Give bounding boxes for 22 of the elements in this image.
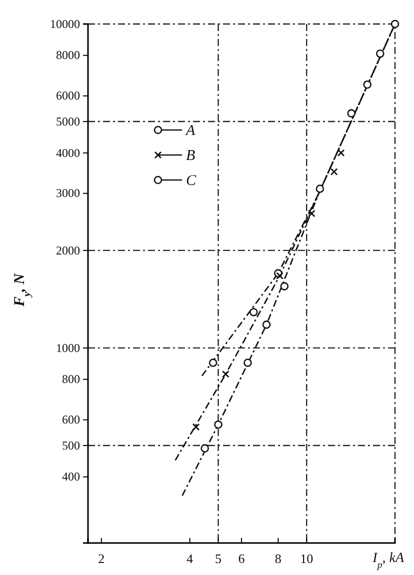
x-tick-label: 8 <box>274 550 282 566</box>
legend-label: A <box>185 123 196 139</box>
x-tick-label: 6 <box>238 550 246 566</box>
y-tick-label: 600 <box>62 412 80 427</box>
y-tick-label: 500 <box>62 438 80 452</box>
x-tick-label: 10 <box>300 550 314 566</box>
x-axis-title: I$_{p}$, kA <box>372 551 404 570</box>
y-tick-label: 400 <box>62 470 80 484</box>
y-tick-label: 10000 <box>50 16 80 31</box>
x-tick-label: 4 <box>186 550 194 566</box>
x-tick-label: 5 <box>215 550 222 566</box>
y-tick-label: 6000 <box>56 88 80 103</box>
y-tick-label: 2000 <box>56 243 80 258</box>
y-tick-label: 1000 <box>56 340 80 355</box>
legend-label: C <box>186 173 197 189</box>
y-tick-label: 4000 <box>56 146 80 160</box>
y-tick-label: 8000 <box>56 48 80 62</box>
y-tick-label: 3000 <box>56 186 80 200</box>
y-tick-label: 5000 <box>56 114 80 128</box>
legend-label: B <box>186 148 196 164</box>
y-tick-label: 800 <box>62 372 80 386</box>
x-tick-label: 2 <box>98 550 105 566</box>
